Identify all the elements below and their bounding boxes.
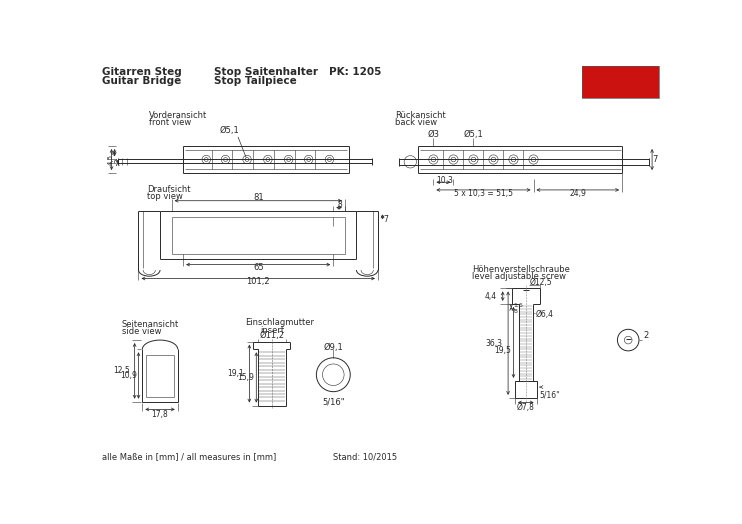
Bar: [582, 66, 659, 99]
Text: Stand: 10/2015: Stand: 10/2015: [333, 453, 398, 462]
Text: 4,4: 4,4: [485, 292, 496, 301]
Text: PK: 1205: PK: 1205: [329, 67, 382, 77]
Text: Ø11,2: Ø11,2: [259, 331, 284, 340]
Text: 65: 65: [253, 263, 263, 272]
Text: 81: 81: [253, 193, 263, 202]
Text: 7: 7: [652, 155, 658, 164]
Text: 10,3: 10,3: [436, 176, 453, 185]
Text: Ø9,1: Ø9,1: [324, 343, 344, 352]
Text: The Original Innovators: The Original Innovators: [583, 89, 657, 94]
Text: 12,5: 12,5: [114, 366, 130, 375]
Text: Einschlagmutter: Einschlagmutter: [245, 318, 314, 327]
Text: Rückansicht: Rückansicht: [395, 111, 446, 120]
Text: 7: 7: [383, 215, 388, 224]
Text: Ø5,1: Ø5,1: [464, 130, 483, 139]
Text: Höhenverstellschraube: Höhenverstellschraube: [472, 265, 570, 274]
Text: side view: side view: [122, 327, 161, 336]
Text: Vorderansicht: Vorderansicht: [148, 111, 207, 120]
Text: 15,9: 15,9: [237, 373, 254, 382]
Text: Schaller: Schaller: [585, 70, 655, 85]
Text: 19,5: 19,5: [494, 346, 511, 355]
Text: front view: front view: [148, 118, 191, 127]
Text: level adjustable screw: level adjustable screw: [472, 271, 566, 281]
Text: 5/16": 5/16": [539, 390, 560, 399]
Text: Stop Tailpiece: Stop Tailpiece: [214, 75, 297, 85]
Text: 8: 8: [513, 309, 517, 314]
Text: insert: insert: [260, 325, 284, 334]
Text: 24,9: 24,9: [569, 189, 586, 198]
Text: 8: 8: [337, 200, 342, 209]
Text: 17,8: 17,8: [151, 409, 168, 419]
Text: Ø6,4: Ø6,4: [536, 310, 554, 319]
Text: Seitenansicht: Seitenansicht: [122, 320, 179, 329]
Text: 5 x 10,3 = 51,5: 5 x 10,3 = 51,5: [454, 189, 513, 198]
Text: 3: 3: [115, 159, 121, 163]
Text: alle Maße in [mm] / all measures in [mm]: alle Maße in [mm] / all measures in [mm]: [102, 453, 277, 462]
Text: Ø12,5: Ø12,5: [530, 278, 552, 287]
Text: 4: 4: [111, 150, 118, 155]
Text: Guitar Bridge: Guitar Bridge: [102, 75, 182, 85]
Text: 19,1: 19,1: [227, 369, 244, 378]
Text: 36,3: 36,3: [486, 339, 503, 347]
Text: 5/16": 5/16": [322, 397, 344, 406]
Text: 2: 2: [643, 331, 649, 340]
Text: 10,9: 10,9: [120, 371, 137, 380]
Text: Draufsicht: Draufsicht: [147, 185, 191, 194]
Text: back view: back view: [395, 118, 437, 127]
Bar: [582, 66, 659, 99]
Text: Stop Saitenhalter: Stop Saitenhalter: [214, 67, 318, 77]
Text: Ø5,1: Ø5,1: [220, 126, 239, 135]
Text: 101,2: 101,2: [246, 277, 270, 286]
Text: Ø3: Ø3: [427, 130, 439, 139]
Text: 1,6: 1,6: [513, 303, 523, 308]
Text: Ø7,8: Ø7,8: [517, 402, 535, 411]
Text: 4,5: 4,5: [108, 154, 114, 165]
Text: Gitarren Steg: Gitarren Steg: [102, 67, 182, 77]
Text: top view: top view: [147, 192, 183, 201]
